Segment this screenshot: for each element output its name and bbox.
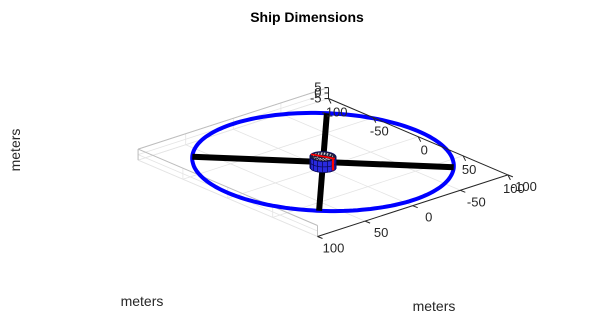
hub-top-detail	[316, 154, 330, 159]
x-axis-label: meters	[413, 298, 456, 314]
x-tick-mark	[462, 155, 467, 162]
y-tick-label: -50	[467, 194, 486, 209]
grid-line	[280, 113, 461, 191]
z-tick-label: 5	[314, 80, 321, 95]
box-edge	[137, 87, 329, 150]
spoke-line	[335, 159, 454, 171]
box-edge	[137, 148, 318, 226]
axis-lines	[317, 87, 514, 239]
y-tick-label: 100	[323, 241, 345, 256]
spoke-line	[316, 166, 326, 212]
hub-top-detail	[312, 152, 334, 161]
z-tick-label: -5	[310, 91, 322, 106]
x-tick-mark	[417, 136, 422, 142]
z-axis-label: meters	[7, 129, 23, 172]
hub-top-detail	[314, 153, 332, 160]
x-tick-mark	[328, 98, 332, 104]
y-axis-label: meters	[121, 293, 164, 309]
y-tick-mark	[412, 205, 418, 209]
grid-line	[137, 159, 318, 237]
x-tick-label: -50	[370, 124, 389, 139]
y-tick-mark	[507, 174, 514, 178]
y-tick-label: -100	[511, 179, 537, 194]
x-tick-label: 100	[503, 181, 525, 196]
z-tick-label: 0	[314, 85, 321, 100]
hub-red-marker	[310, 153, 336, 160]
y-tick-mark	[364, 220, 371, 224]
y-tick-label: 50	[374, 225, 388, 240]
data-layer	[190, 110, 456, 214]
grid-line	[137, 98, 329, 161]
x-tick-mark	[372, 117, 377, 123]
x-tick-label: 50	[462, 162, 476, 177]
ring-line	[190, 110, 456, 214]
x-tick-mark	[507, 174, 511, 181]
spoke-line	[192, 153, 311, 165]
y-tick-label: 0	[425, 210, 432, 225]
spoke-line	[320, 112, 330, 158]
x-tick-label: 0	[421, 143, 428, 158]
y-tick-mark	[460, 189, 466, 193]
y-tick-mark	[317, 236, 323, 239]
chart-title: Ship Dimensions	[250, 9, 364, 25]
x-tick-label: -100	[321, 105, 347, 120]
